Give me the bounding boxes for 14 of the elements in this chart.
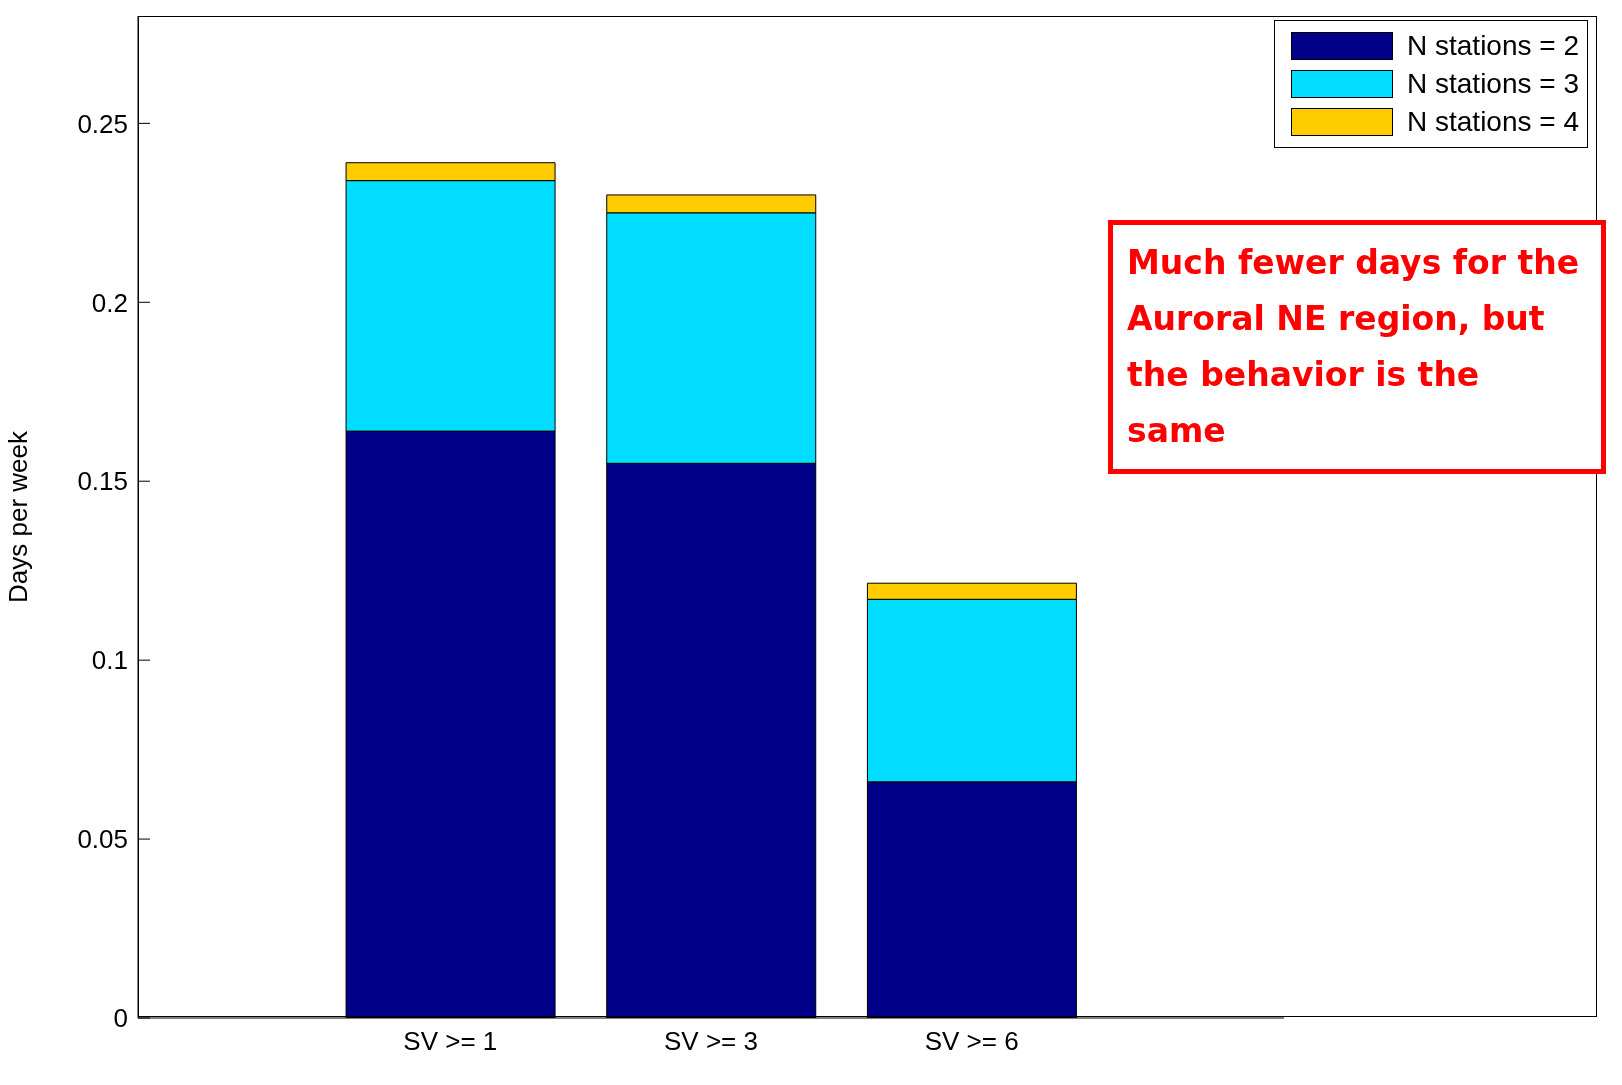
legend-label: N stations = 4 (1407, 106, 1579, 138)
y-tick-label: 0.25 (77, 108, 128, 139)
legend-label: N stations = 3 (1407, 68, 1579, 100)
x-tick-label: SV >= 1 (403, 1026, 498, 1057)
x-tick-label: SV >= 3 (664, 1026, 758, 1057)
annotation: Much fewer days for the Auroral NE region, but the behavior is the same (1108, 220, 1606, 474)
y-tick-label: 0 (113, 1003, 128, 1034)
legend-label: N stations = 2 (1407, 30, 1579, 62)
y-tick-label: 0.2 (91, 287, 128, 318)
y-tick-label: 0.1 (91, 645, 128, 676)
y-tick-label: 0.05 (77, 824, 128, 855)
y-tick-label: 0.15 (77, 466, 128, 497)
y-axis-title: Days per week (3, 430, 34, 603)
x-tick-label: SV >= 6 (924, 1026, 1019, 1057)
